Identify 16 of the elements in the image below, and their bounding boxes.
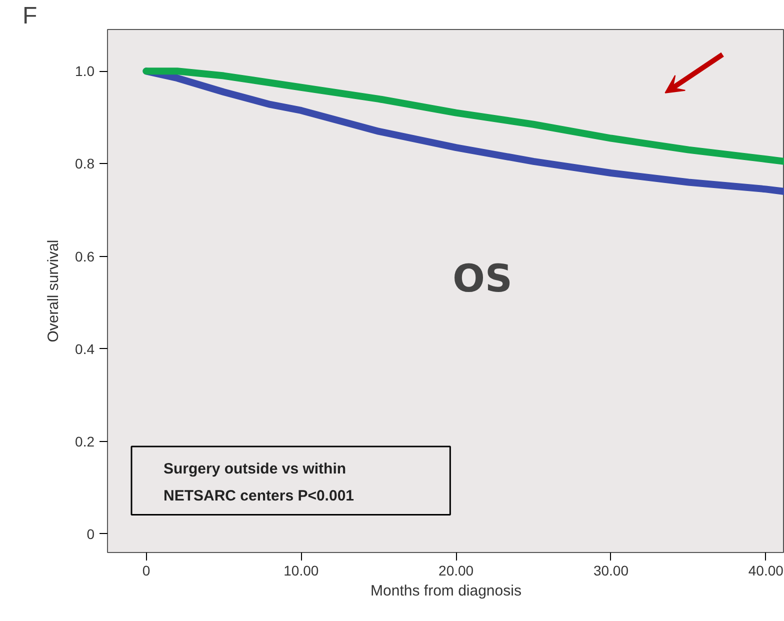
x-tick-label: 0 [142, 562, 150, 578]
annotation: Surgery outside vs within NETSARC centers P<0.001 [164, 460, 354, 505]
y-tick-label: 0.4 [75, 340, 95, 357]
y-tick-label: 1.0 [75, 63, 95, 80]
x-axis-title: Months from diagnosis [370, 582, 522, 600]
y-tick-label: 0.6 [75, 248, 95, 264]
annotation: OS [452, 256, 512, 300]
y-tick-label: 0.2 [75, 433, 95, 450]
x-tick-label: 20.00 [438, 562, 474, 578]
y-tick-label: 0.8 [75, 156, 95, 172]
x-tick-label: 30.00 [593, 562, 629, 578]
text: F [22, 2, 38, 30]
y-tick-label: 0 [86, 526, 95, 542]
x-tick-label: 10.00 [284, 562, 319, 578]
y-axis-title: Overall survival [45, 240, 62, 342]
x-tick-label: 40.00 [748, 562, 784, 578]
